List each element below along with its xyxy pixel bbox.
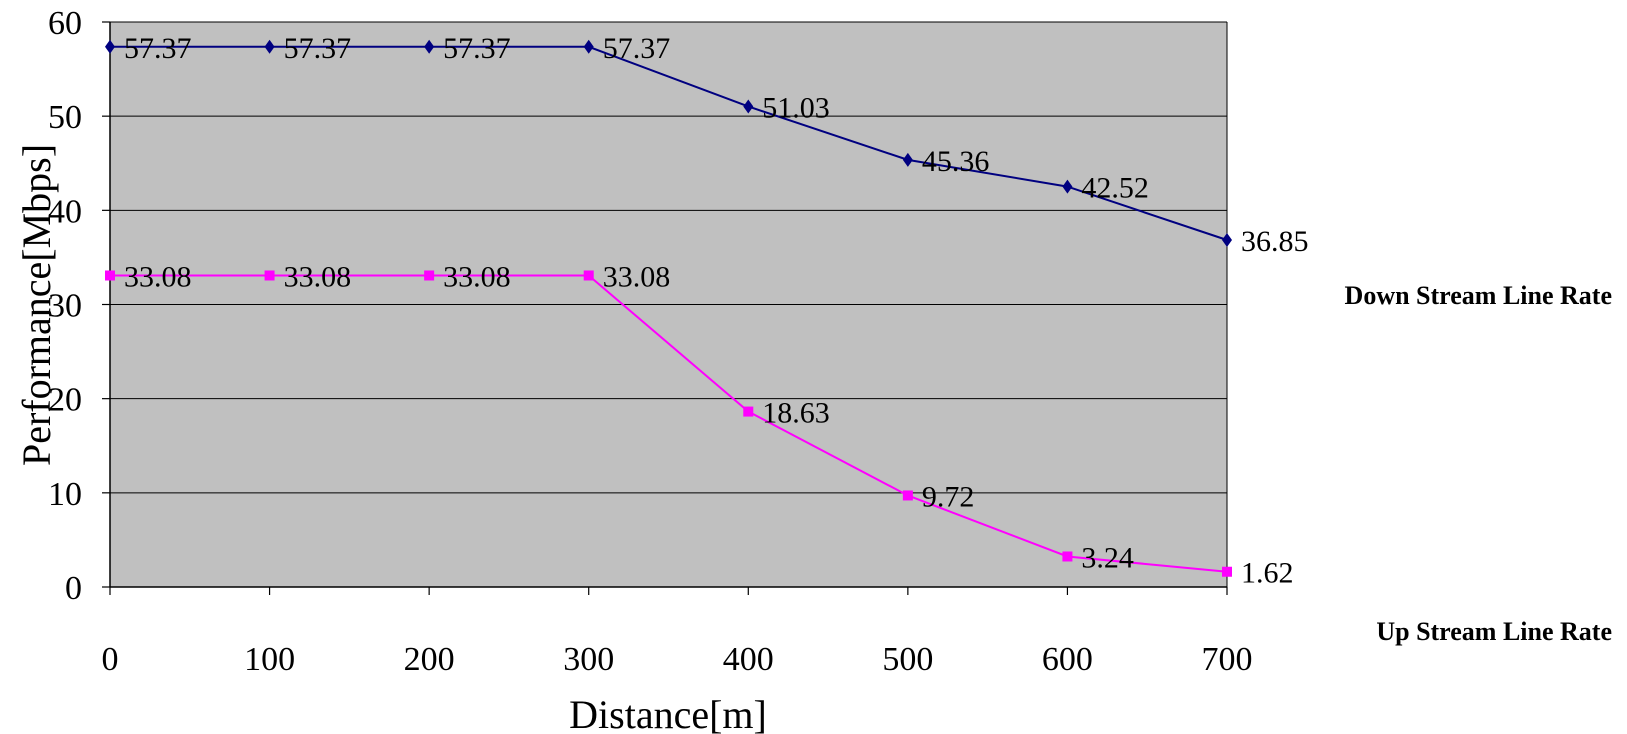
data-label: 9.72 <box>922 480 975 513</box>
y-axis-title: Performance[Mbps] <box>14 144 59 466</box>
series-layer: 57.37 57.37 57.37 57.37 51.03 45.36 42.52 36.85… <box>105 32 1309 590</box>
data-label: 33.08 <box>284 260 352 293</box>
data-point <box>902 490 913 501</box>
data-point <box>105 39 115 54</box>
y-tick-label: 30 <box>48 288 82 325</box>
data-point <box>1222 566 1232 577</box>
data-label: 51.03 <box>762 91 830 124</box>
y-tick-label: 10 <box>48 476 82 513</box>
x-tick-label: 500 <box>882 641 933 678</box>
data-point <box>743 406 754 417</box>
data-label: 57.37 <box>124 32 192 65</box>
data-point <box>902 152 913 167</box>
data-label: 45.36 <box>922 145 990 178</box>
x-tick-label: 400 <box>723 641 774 678</box>
y-tick-label: 50 <box>48 99 82 136</box>
data-point <box>424 270 435 281</box>
series-0: 57.37 57.37 57.37 57.37 51.03 45.36 42.52 36.85 <box>105 32 1309 258</box>
y-tick-label: 60 <box>48 5 82 42</box>
series-line <box>110 45 1228 241</box>
y-tick-label: 40 <box>48 193 82 230</box>
y-axis-ticks: 0 10 20 30 40 50 60 <box>48 5 110 607</box>
data-label: 57.37 <box>284 32 352 65</box>
legend-up-stream: Up Stream Line Rate <box>1376 617 1612 646</box>
data-point <box>583 270 594 281</box>
x-tick-label: 700 <box>1202 641 1253 678</box>
data-label: 57.37 <box>603 32 671 65</box>
x-tick-label: 0 <box>102 641 119 678</box>
data-label: 1.62 <box>1241 557 1294 590</box>
series-1: 33.08 33.08 33.08 33.08 18.63 9.72 3.24 1.62 <box>105 260 1294 590</box>
legend-down-stream: Down Stream Line Rate <box>1345 281 1612 310</box>
y-tick-label: 20 <box>48 382 82 419</box>
series-line <box>110 274 1228 573</box>
data-point <box>424 39 435 54</box>
data-point <box>105 270 115 281</box>
x-tick-label: 600 <box>1042 641 1093 678</box>
data-label: 18.63 <box>762 397 830 430</box>
data-point <box>1222 232 1232 247</box>
x-axis-ticks: 0 100 200 300 400 500 600 700 <box>102 587 1253 678</box>
data-label: 42.52 <box>1081 172 1149 205</box>
x-tick-label: 200 <box>404 641 455 678</box>
x-axis-title: Distance[m] <box>569 692 767 734</box>
data-point <box>1062 551 1073 562</box>
data-point <box>264 270 275 281</box>
x-tick-label: 100 <box>244 641 295 678</box>
gridlines <box>110 21 1228 587</box>
data-label: 3.24 <box>1081 541 1134 574</box>
data-point <box>264 39 275 54</box>
data-label: 33.08 <box>603 260 671 293</box>
data-label: 57.37 <box>443 32 511 65</box>
data-label: 33.08 <box>124 260 192 293</box>
data-point <box>583 39 594 54</box>
data-label: 36.85 <box>1241 225 1309 258</box>
data-point <box>743 99 754 114</box>
x-tick-label: 300 <box>563 641 614 678</box>
data-label: 33.08 <box>443 260 511 293</box>
data-point <box>1062 179 1073 194</box>
y-tick-label: 0 <box>65 570 82 607</box>
